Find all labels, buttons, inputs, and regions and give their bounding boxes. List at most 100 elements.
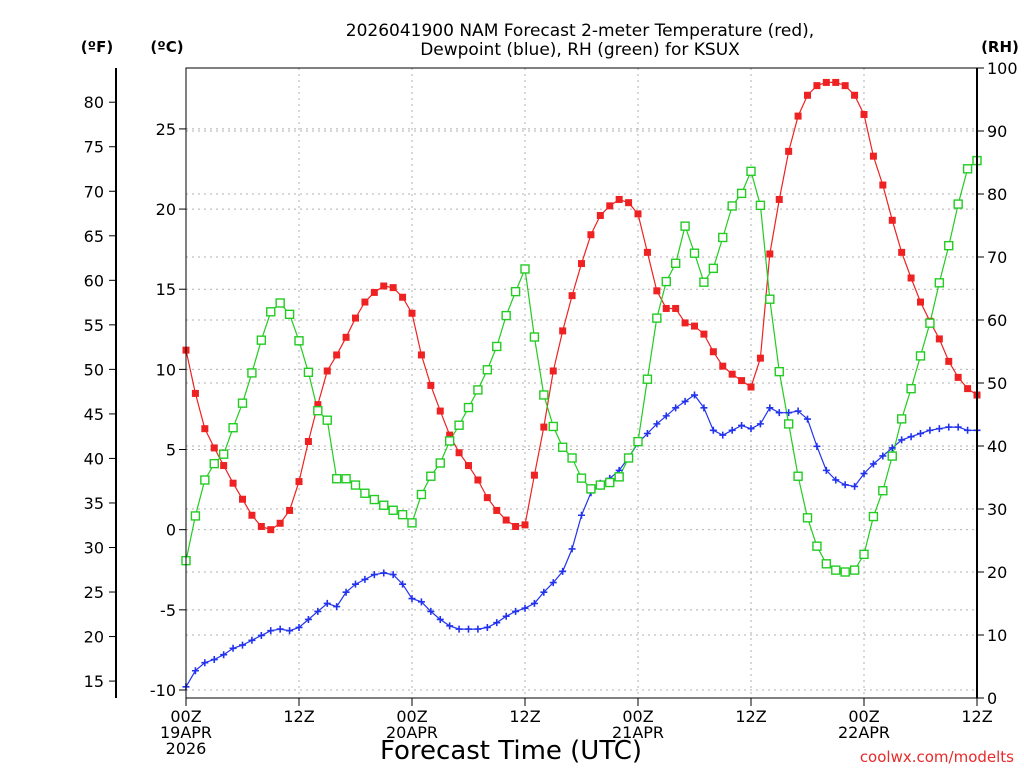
temperature-point [521, 521, 529, 529]
dewpoint-point [945, 423, 953, 431]
dewpoint-point [766, 404, 774, 412]
rh-point [190, 511, 201, 521]
rh-point [586, 484, 596, 494]
celsius-tick-label: -10 [150, 681, 176, 700]
dewpoint-point [512, 607, 520, 615]
rh-point [915, 351, 926, 361]
rh-point [727, 201, 737, 211]
temperature-point [964, 385, 972, 393]
time-tick-label: 00Z [622, 707, 653, 726]
temperature-point [417, 351, 425, 359]
dewpoint-point [728, 426, 736, 434]
time-tick-label: 00Z [170, 707, 201, 726]
time-tick-label: 12Z [509, 707, 540, 726]
dewpoint-point [662, 412, 670, 420]
dewpoint-point [389, 571, 397, 579]
rh-point [482, 365, 493, 375]
temperature-point [888, 216, 896, 224]
rh-point [294, 336, 304, 346]
temperature-point [860, 110, 868, 118]
rh-point [831, 565, 841, 575]
rh-point [859, 549, 869, 560]
temperature-point [568, 292, 576, 300]
fahrenheit-tick-label: 55 [84, 316, 104, 335]
rh-point [200, 475, 210, 485]
celsius-tick-label: 15 [156, 280, 176, 299]
temperature-point [851, 91, 859, 99]
dewpoint-point [813, 442, 821, 450]
rh-point [397, 509, 408, 520]
dewpoint-point [907, 433, 915, 441]
temperature-point [756, 354, 764, 362]
dewpoint-point [653, 420, 661, 428]
temperature-point [578, 260, 585, 268]
temperature-point [587, 231, 595, 239]
dewpoint-point [643, 429, 651, 437]
temperature-point [634, 210, 642, 218]
dewpoint-line [185, 394, 977, 688]
temperature-point [625, 199, 633, 207]
temperature-point [559, 327, 567, 335]
rh-point [520, 264, 530, 274]
temperature-point [832, 78, 840, 86]
temperature-point [775, 195, 783, 203]
temperature-point [455, 449, 463, 457]
temperature-point [493, 506, 501, 514]
dewpoint-point [370, 571, 378, 579]
rh-tick-label: 90 [987, 122, 1007, 141]
rh-point [416, 489, 427, 500]
rh-point [840, 567, 850, 577]
temperature-point [728, 370, 736, 378]
time-tick-label: 2026 [166, 739, 207, 758]
rh-tick-label: 60 [987, 311, 1007, 330]
dewpoint-point [521, 604, 529, 612]
dewpoint-point [239, 641, 246, 649]
time-tick-label: 19APR [160, 723, 212, 742]
fahrenheit-tick-label: 30 [84, 538, 104, 557]
dewpoint-point [860, 470, 868, 478]
dewpoint-point [314, 607, 322, 615]
temperature-point [691, 322, 698, 330]
rh-point [962, 164, 973, 174]
rh-point [284, 309, 295, 320]
temperature-point [549, 367, 557, 375]
dewpoint-point [493, 619, 501, 627]
dewpoint-point [700, 404, 708, 412]
dewpoint-point [191, 667, 199, 675]
temperature-point [747, 383, 755, 391]
rh-point [567, 453, 577, 463]
dewpoint-point [954, 423, 962, 431]
rh-point [925, 318, 935, 328]
rh-point [576, 473, 587, 483]
rh-point [218, 449, 229, 459]
temperature-point [408, 309, 416, 317]
rh-unit-label: (RH) [981, 38, 1019, 56]
rh-point [557, 442, 568, 452]
dewpoint-point [210, 656, 218, 664]
dewpoint-point [559, 567, 567, 575]
dewpoint-point [352, 580, 359, 588]
temperature-point [653, 287, 661, 295]
dewpoint-point [436, 615, 444, 623]
temperature-point [672, 304, 680, 312]
dewpoint-point [738, 421, 746, 429]
dewpoint-point [276, 625, 284, 633]
rh-point [369, 494, 380, 505]
temperature-point [483, 494, 491, 502]
rh-point [275, 298, 285, 308]
rh-point [228, 423, 238, 433]
dewpoint-point [408, 595, 416, 603]
temperature-point [304, 438, 312, 446]
rh-point [501, 310, 511, 321]
celsius-tick-label: 5 [166, 441, 176, 460]
time-tick-label: 00Z [848, 707, 879, 726]
rh-point [670, 258, 681, 268]
temperature-point [295, 478, 303, 486]
rh-point [341, 474, 351, 484]
temperature-point [540, 423, 548, 431]
temperature-point [766, 250, 774, 258]
rh-point [454, 420, 464, 430]
dewpoint-point [399, 580, 407, 588]
time-tick-label: 22APR [838, 723, 890, 742]
